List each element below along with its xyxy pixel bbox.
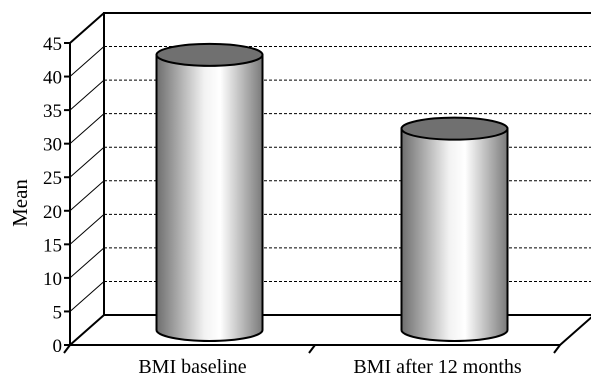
side-gridline [69,213,105,245]
labels: 0 5 10 15 20 25 30 35 40 45 BMI baseline BMI after … [43,34,522,378]
y-tick-label: 45 [43,34,62,55]
y-tick-label: 40 [43,68,62,89]
bars [155,42,509,342]
bar-top [155,42,264,67]
bar-body [155,53,264,342]
bar-body [400,127,509,342]
y-tick-label: 10 [43,269,62,290]
side-gridline [69,113,105,145]
y-tick-label: 15 [43,235,62,256]
side-gridline [69,180,105,212]
bar-top [400,116,509,141]
x-tick-mark [63,344,71,354]
y-tick-label: 30 [43,135,62,156]
y-tick-label: 0 [53,336,63,357]
gridlines [69,12,591,316]
side-gridline [69,281,105,312]
x-category-label: BMI after 12 months [353,356,522,378]
side-gridline [69,79,105,111]
side-gridline [69,247,105,279]
y-tick-label: 25 [43,168,62,189]
bar-1 [155,42,264,342]
bar-2 [400,116,509,342]
x-tick-mark [308,344,316,354]
side-gridline [69,146,105,178]
y-tick-label: 35 [43,101,62,122]
floor [67,314,591,346]
x-tick-mark [553,344,561,354]
x-category-label: BMI baseline [138,356,246,378]
y-tick-label: 20 [43,202,62,223]
y-tick-label: 5 [53,302,63,323]
side-gridline [69,46,105,77]
y-axis-title: Mean [8,179,32,227]
side-top-edge [69,12,105,44]
